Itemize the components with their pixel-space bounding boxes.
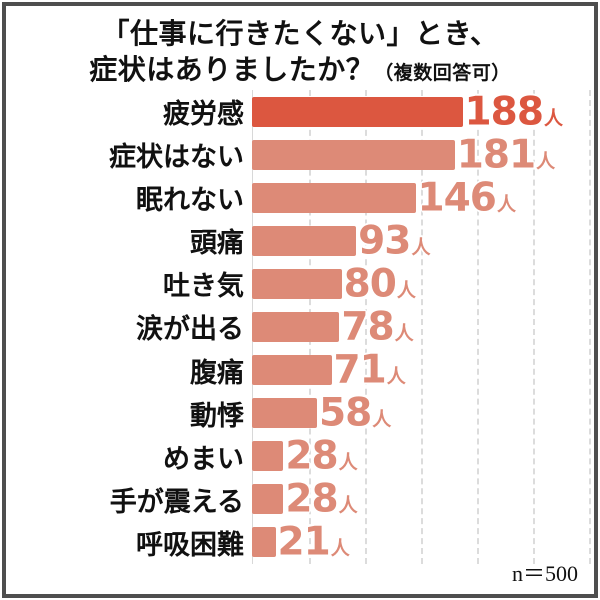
gridline bbox=[365, 90, 367, 564]
chart-row: 手が震える 28人 bbox=[14, 478, 582, 521]
value-label: 80人 bbox=[344, 264, 416, 303]
bar bbox=[252, 311, 340, 342]
chart-row: 症状はない 181人 bbox=[14, 133, 582, 176]
category-label: 涙が出る bbox=[136, 314, 244, 345]
bar-area: 78人 bbox=[252, 307, 582, 346]
value-number: 146 bbox=[417, 175, 497, 221]
value-unit: 人 bbox=[496, 193, 516, 216]
chart-row: 頭痛 93人 bbox=[14, 219, 582, 262]
gridline bbox=[589, 90, 591, 564]
value-label: 28人 bbox=[285, 437, 357, 476]
value-label: 28人 bbox=[285, 480, 357, 519]
value-unit: 人 bbox=[338, 451, 358, 474]
value-unit: 人 bbox=[396, 279, 416, 302]
bar bbox=[252, 268, 342, 299]
chart-row: 動悸 58人 bbox=[14, 392, 582, 435]
bar-area: 71人 bbox=[252, 351, 582, 390]
bar bbox=[252, 355, 332, 386]
chart-row: 眠れない 146人 bbox=[14, 176, 582, 219]
value-number: 78 bbox=[341, 304, 394, 350]
bar bbox=[252, 527, 276, 558]
category-label: 腹痛 bbox=[190, 357, 244, 388]
bar bbox=[252, 398, 317, 429]
value-unit: 人 bbox=[386, 365, 406, 388]
sample-size: n＝500 bbox=[511, 561, 578, 586]
chart-row: 涙が出る 78人 bbox=[14, 305, 582, 348]
value-unit: 人 bbox=[411, 236, 431, 259]
gridline bbox=[421, 90, 423, 564]
value-number: 188 bbox=[464, 89, 544, 135]
value-unit: 人 bbox=[543, 107, 563, 130]
value-label: 146人 bbox=[418, 178, 516, 217]
value-unit: 人 bbox=[536, 150, 556, 173]
chart-row: めまい 28人 bbox=[14, 435, 582, 478]
gridline bbox=[477, 90, 479, 564]
category-label: 眠れない bbox=[136, 185, 244, 216]
value-number: 71 bbox=[333, 347, 387, 393]
chart-row: 吐き気 80人 bbox=[14, 262, 582, 305]
bar bbox=[252, 484, 284, 515]
value-unit: 人 bbox=[338, 494, 358, 517]
bar-area: 80人 bbox=[252, 264, 582, 303]
value-label: 188人 bbox=[465, 92, 563, 131]
value-number: 80 bbox=[343, 261, 397, 307]
chart-row: 呼吸困難 21人 bbox=[14, 521, 582, 564]
value-unit: 人 bbox=[394, 322, 414, 345]
bar-area: 188人 bbox=[252, 92, 582, 131]
value-label: 93人 bbox=[358, 221, 430, 260]
gridline bbox=[533, 90, 535, 564]
title-line2: 症状はありましたか？ bbox=[89, 53, 375, 85]
value-label: 21人 bbox=[278, 523, 350, 562]
bar-area: 28人 bbox=[252, 480, 582, 519]
value-number: 28 bbox=[285, 433, 338, 479]
chart-row: 腹痛 71人 bbox=[14, 349, 582, 392]
value-label: 71人 bbox=[334, 351, 406, 390]
category-label: 動悸 bbox=[190, 400, 244, 431]
value-number: 58 bbox=[318, 390, 372, 436]
chart-rows: 疲労感 188人 症状はない 181人 眠れない 146人 頭痛 93人 吐き気… bbox=[14, 90, 582, 564]
bar bbox=[252, 441, 284, 472]
bar-chart: 疲労感 188人 症状はない 181人 眠れない 146人 頭痛 93人 吐き気… bbox=[14, 90, 591, 564]
category-label: 吐き気 bbox=[163, 271, 244, 302]
chart-title: 「仕事に行きたくない」とき、 症状はありましたか？（複数回答可） bbox=[6, 16, 594, 88]
bar-area: 21人 bbox=[252, 523, 582, 562]
bar-area: 181人 bbox=[252, 135, 582, 174]
category-label: めまい bbox=[163, 443, 244, 474]
value-label: 58人 bbox=[319, 394, 391, 433]
value-unit: 人 bbox=[330, 537, 350, 560]
category-label: 手が震える bbox=[109, 486, 244, 517]
value-unit: 人 bbox=[372, 408, 392, 431]
bar-area: 28人 bbox=[252, 437, 582, 476]
value-label: 181人 bbox=[457, 135, 555, 174]
bar bbox=[252, 182, 416, 213]
value-number: 28 bbox=[285, 476, 338, 522]
value-number: 181 bbox=[456, 132, 536, 178]
category-label: 頭痛 bbox=[190, 228, 244, 259]
title-line1: 「仕事に行きたくない」とき、 bbox=[101, 18, 499, 49]
category-label: 呼吸困難 bbox=[136, 529, 244, 560]
value-number: 21 bbox=[277, 519, 331, 565]
bar bbox=[252, 225, 357, 256]
chart-row: 疲労感 188人 bbox=[14, 90, 582, 133]
bar-area: 93人 bbox=[252, 221, 582, 260]
bar bbox=[252, 96, 463, 127]
bar-area: 58人 bbox=[252, 394, 582, 433]
value-label: 78人 bbox=[341, 307, 413, 346]
category-label: 疲労感 bbox=[163, 99, 244, 130]
value-number: 93 bbox=[358, 218, 411, 264]
bar-area: 146人 bbox=[252, 178, 582, 217]
title-note: （複数回答可） bbox=[374, 62, 511, 84]
bar bbox=[252, 139, 455, 170]
category-label: 症状はない bbox=[109, 142, 244, 173]
